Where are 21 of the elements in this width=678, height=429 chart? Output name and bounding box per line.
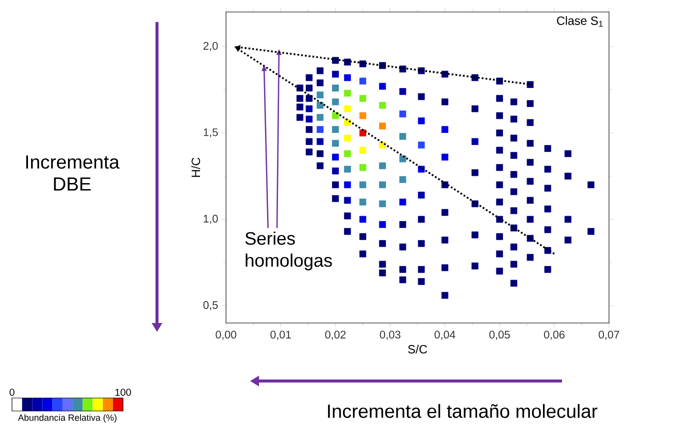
annotation: Clase S$_{1}$ <box>556 16 603 27</box>
color-bar-title: Abundancia Relativa (%) <box>18 414 116 423</box>
y-tick-label: 1,5 <box>204 128 218 138</box>
x-tick-label: 0,06 <box>544 330 565 340</box>
x-tick-label: 0,02 <box>325 330 346 340</box>
text: Incrementa DBE <box>26 155 120 191</box>
x-tick-label: 0,00 <box>216 330 236 340</box>
y-axis-title: H/C <box>191 158 200 177</box>
x-tick-label: 0,05 <box>489 330 510 340</box>
y-tick-label: 1,0 <box>204 214 218 224</box>
color-bar-label: 100 <box>115 388 131 396</box>
x-tick-label: 0,07 <box>598 330 620 340</box>
color-bar-label: 0 <box>10 388 14 396</box>
x-axis-title: S/C <box>408 344 428 354</box>
y-tick-label: 2,0 <box>203 42 218 52</box>
y-tick-label: 0,5 <box>203 301 218 310</box>
x-tick-label: 0,04 <box>434 330 456 340</box>
annotation: Series homologas <box>245 232 332 270</box>
text: Incrementa el tamaño molecular <box>328 404 598 418</box>
x-tick-label: 0,03 <box>380 330 400 340</box>
x-tick-label: 0,01 <box>270 330 291 340</box>
